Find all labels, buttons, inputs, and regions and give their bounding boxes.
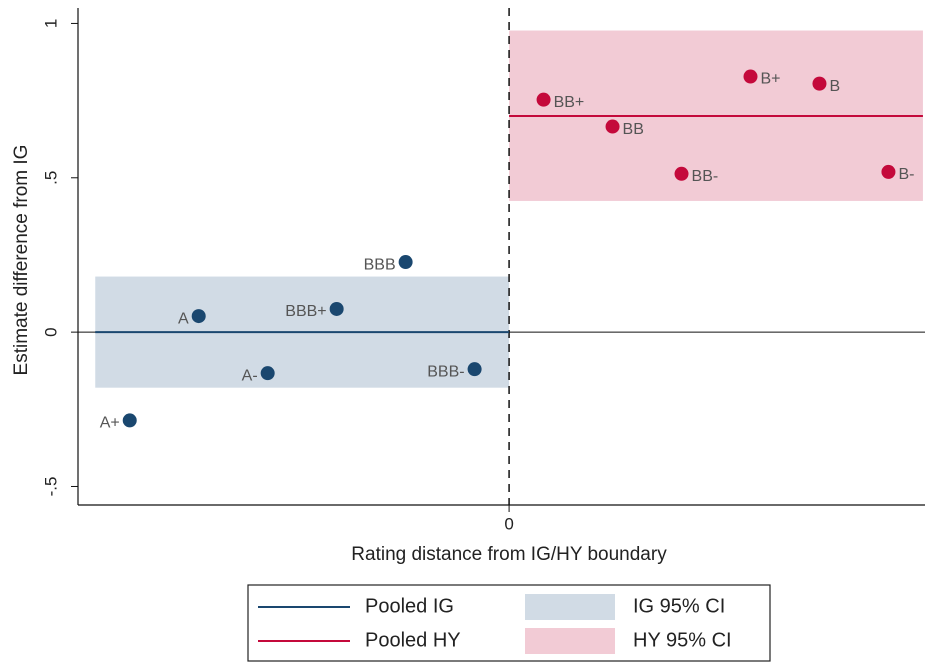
y-tick-label: -.5: [41, 477, 60, 497]
point-label: BBB+: [285, 303, 326, 320]
point: [812, 76, 827, 91]
legend-label: HY 95% CI: [633, 629, 732, 651]
point: [122, 413, 137, 428]
point: [605, 119, 620, 134]
point-label: BB: [623, 121, 644, 138]
x-tick-label: 0: [504, 514, 513, 533]
point: [467, 362, 482, 377]
legend-patch: [525, 594, 615, 620]
point-label: A: [178, 310, 189, 327]
y-tick-label: 1: [41, 19, 60, 28]
point-label: B+: [760, 71, 780, 88]
legend-label: Pooled IG: [365, 595, 454, 617]
point-label: BB-: [692, 168, 719, 185]
legend-label: Pooled HY: [365, 629, 461, 651]
point-label: BBB-: [427, 363, 464, 380]
point: [536, 92, 551, 107]
point-label: BBB: [364, 256, 396, 273]
x-axis-title: Rating distance from IG/HY boundary: [351, 544, 667, 565]
y-axis-title: Estimate difference from IG: [11, 145, 32, 376]
legend-label: IG 95% CI: [633, 595, 725, 617]
legend-patch: [525, 628, 615, 654]
point: [881, 164, 896, 179]
point-label: A+: [100, 415, 120, 432]
point-label: B: [829, 78, 840, 95]
point-label: A-: [242, 367, 258, 384]
legend-box: [247, 584, 771, 662]
y-tick-label: 0: [41, 327, 60, 336]
point: [329, 301, 344, 316]
point: [260, 366, 275, 381]
point: [743, 69, 758, 84]
point: [191, 309, 206, 324]
point-label: BB+: [554, 94, 585, 111]
point-label: B-: [898, 166, 914, 183]
y-tick-label: .5: [41, 171, 60, 185]
point: [674, 166, 689, 181]
point: [398, 255, 413, 270]
